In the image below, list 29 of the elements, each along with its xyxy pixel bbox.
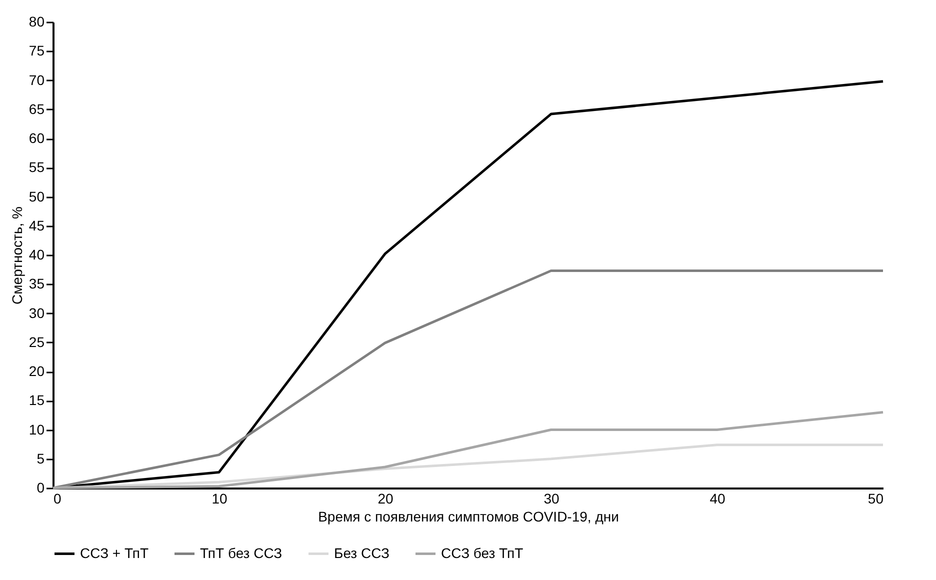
legend-label: ТпТ без ССЗ: [200, 544, 282, 561]
legend-label: Без ССЗ: [334, 544, 390, 561]
y-axis-title: Смертность, %: [8, 206, 25, 304]
y-tick-label: 30: [28, 304, 45, 321]
y-tick-label: 45: [28, 217, 45, 234]
y-tick-label: 50: [28, 188, 45, 204]
y-tick-label: 25: [28, 334, 45, 350]
x-axis-title: Время с появления симптомов COVID-19, дни: [318, 508, 619, 524]
y-tick-label: 55: [28, 159, 45, 176]
y-tick-label: 60: [28, 130, 45, 146]
y-tick-label: 70: [28, 72, 45, 88]
y-tick-label: 10: [28, 421, 45, 438]
y-tick-label: 80: [28, 14, 45, 30]
y-tick-label: 20: [28, 363, 45, 379]
x-tick-label: 50: [868, 490, 884, 506]
y-tick-label: 5: [36, 450, 45, 466]
x-tick-label: 20: [378, 490, 394, 506]
y-tick-label: 75: [28, 42, 45, 59]
x-tick-label: 40: [710, 490, 726, 506]
y-tick-label: 65: [28, 100, 45, 117]
y-tick-label: 0: [36, 480, 45, 496]
y-tick-label: 40: [28, 246, 45, 262]
x-tick-label: 30: [544, 490, 560, 506]
x-tick-label: 10: [212, 490, 228, 506]
y-tick-label: 35: [28, 276, 45, 292]
x-tick-label: 0: [54, 490, 62, 506]
legend-label: ССЗ + ТпТ: [80, 544, 149, 561]
legend-label: ССЗ без ТпТ: [441, 544, 524, 561]
y-tick-label: 15: [28, 392, 45, 408]
